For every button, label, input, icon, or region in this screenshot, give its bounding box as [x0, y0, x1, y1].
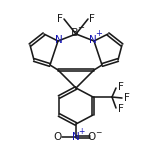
- Text: F: F: [124, 93, 130, 103]
- Text: O: O: [88, 132, 96, 142]
- Text: F: F: [89, 14, 95, 24]
- Text: O: O: [54, 132, 62, 142]
- Text: F: F: [57, 14, 63, 24]
- Text: −: −: [78, 24, 85, 33]
- Text: F: F: [118, 104, 124, 114]
- Text: N: N: [72, 132, 80, 142]
- Text: F: F: [118, 82, 124, 92]
- Text: +: +: [96, 29, 102, 38]
- Text: N: N: [89, 35, 97, 45]
- Text: B: B: [71, 28, 79, 38]
- Text: +: +: [78, 128, 84, 136]
- Text: N: N: [55, 35, 63, 45]
- Text: −: −: [95, 128, 101, 138]
